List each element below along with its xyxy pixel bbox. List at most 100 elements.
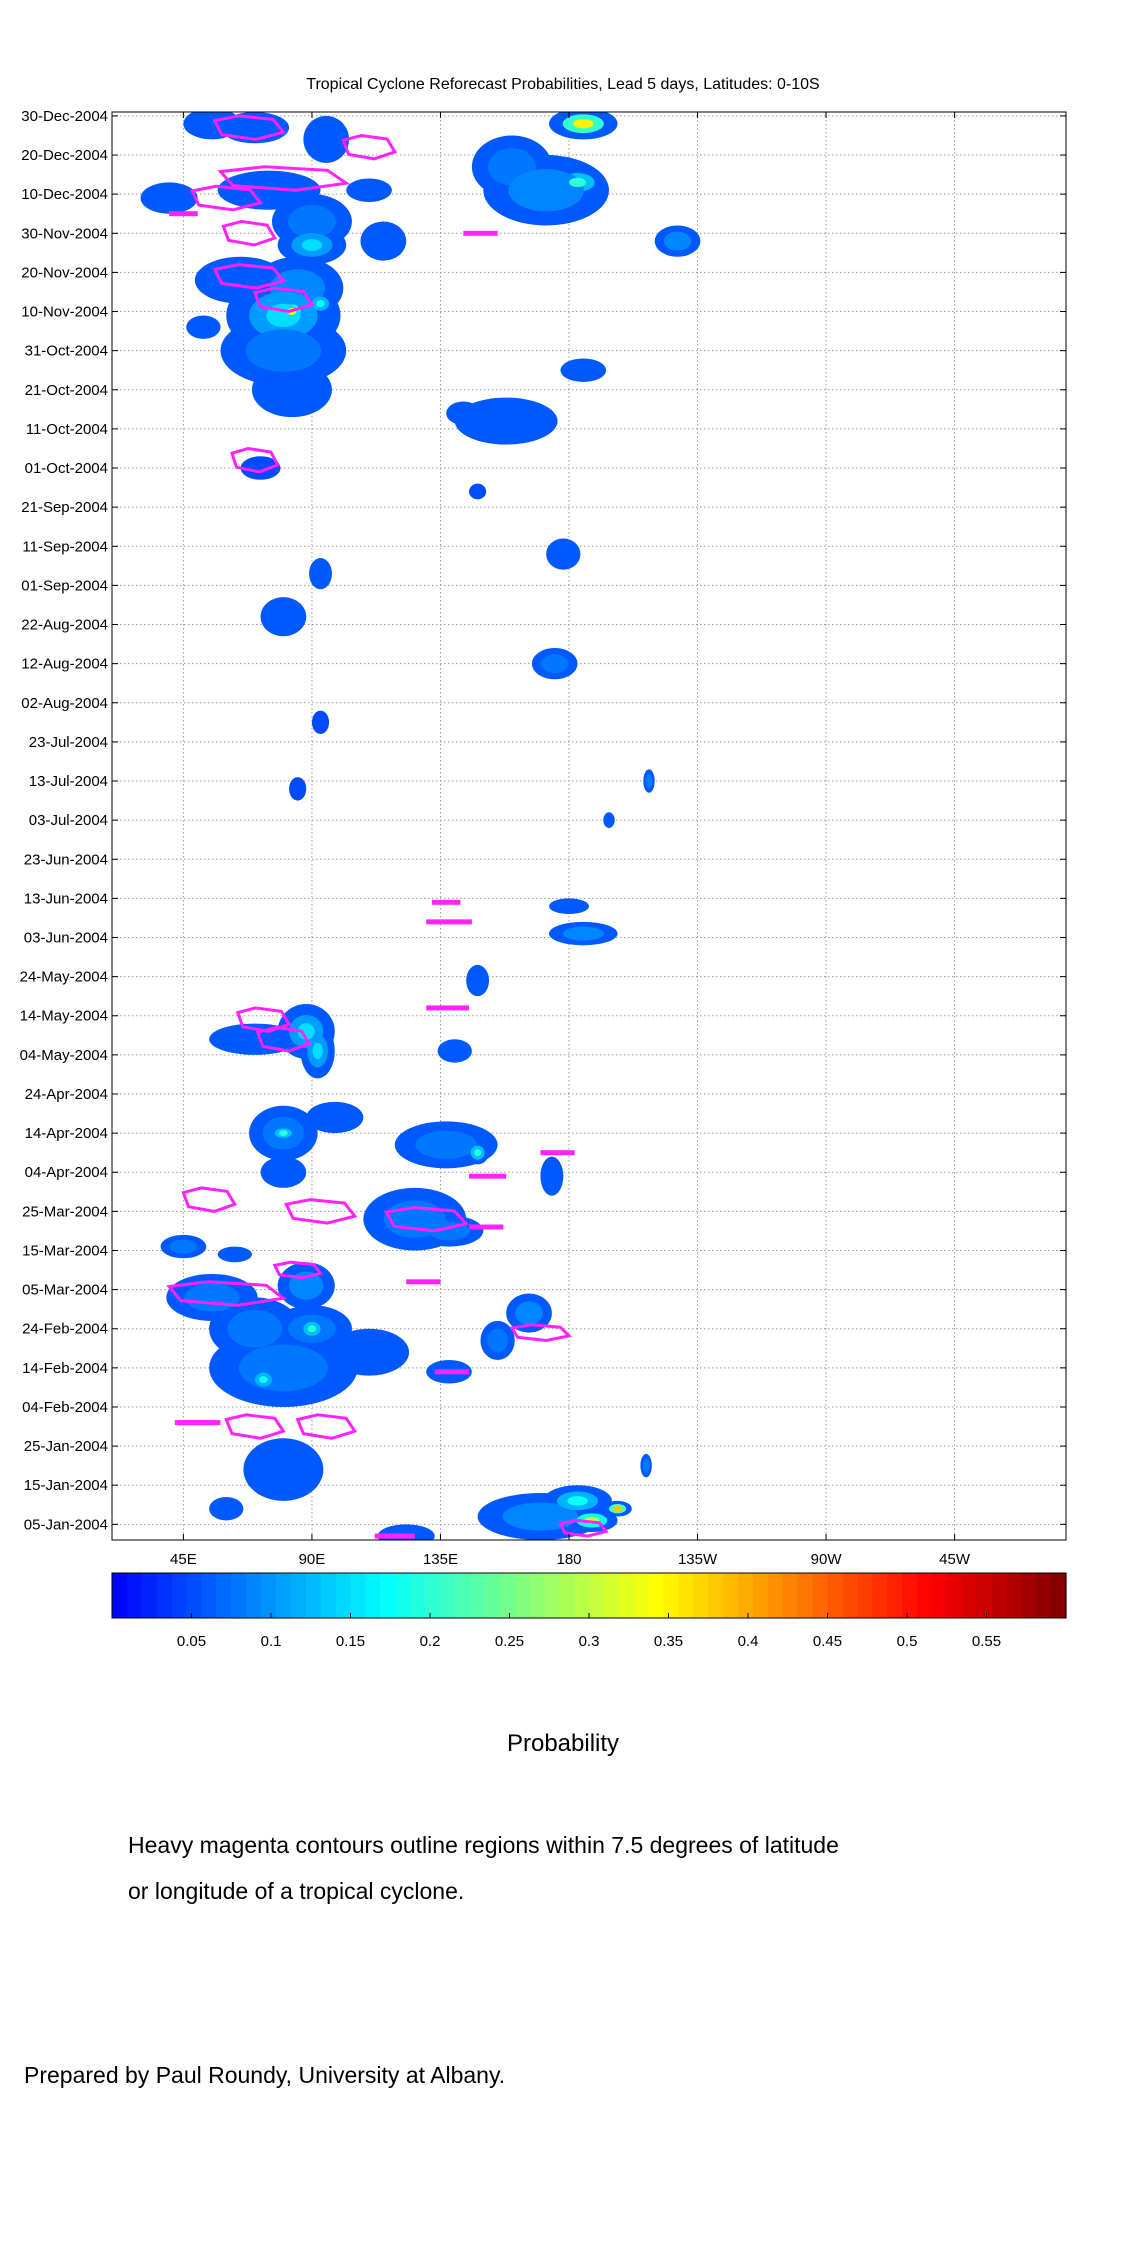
colorbar-swatch [842, 1573, 858, 1618]
probability-blob [279, 1130, 288, 1137]
probability-blob [243, 1438, 324, 1501]
colorbar-swatch [1036, 1573, 1052, 1618]
y-tick-label: 30-Dec-2004 [21, 108, 108, 125]
probability-blob [307, 1325, 317, 1333]
cyclone-contour-bar [469, 1224, 504, 1230]
y-tick-label: 21-Oct-2004 [25, 382, 108, 399]
cyclone-contours [166, 114, 609, 1539]
colorbar-swatch [529, 1573, 545, 1618]
y-tick-label: 04-Feb-2004 [22, 1399, 108, 1416]
colorbar-swatch [693, 1573, 709, 1618]
probability-blob [546, 538, 581, 570]
colorbar-swatch [872, 1573, 888, 1618]
colorbar-swatch [827, 1573, 844, 1618]
colorbar-label: Probability [506, 1730, 620, 1757]
cyclone-contour [166, 1280, 288, 1307]
probability-blob [306, 1101, 364, 1134]
colorbar-swatch [469, 1573, 486, 1618]
cyclone-contour [221, 219, 278, 247]
colorbar-swatch [812, 1573, 829, 1618]
colorbar-swatch [857, 1573, 873, 1618]
probability-blob [645, 773, 653, 789]
y-tick-label: 13-Jun-2004 [24, 890, 108, 907]
y-tick-label: 15-Mar-2004 [22, 1242, 108, 1259]
colorbar-tick-label: 0.1 [261, 1633, 282, 1650]
cyclone-contour-bar [434, 1369, 470, 1375]
y-tick-label: 23-Jun-2004 [24, 851, 108, 868]
chart-title: Tropical Cyclone Reforecast Probabilitie… [306, 76, 820, 93]
cyclone-contour [181, 1186, 238, 1213]
y-tick-label: 21-Sep-2004 [21, 499, 108, 516]
colorbar-swatch [261, 1573, 277, 1618]
x-tick-label: 135E [423, 1551, 458, 1568]
colorbar-swatch [574, 1573, 590, 1618]
cyclone-contour [383, 1205, 470, 1233]
probability-blob [415, 1130, 478, 1159]
colorbar-swatch [365, 1573, 381, 1618]
probability-blob [303, 115, 350, 163]
cyclone-contour-bar [374, 1533, 415, 1539]
probability-blob [209, 1496, 244, 1521]
y-tick-label: 23-Jul-2004 [29, 734, 108, 751]
cyclone-contour-bar [406, 1279, 441, 1285]
y-tick-label: 01-Sep-2004 [21, 577, 108, 594]
colorbar-swatch [931, 1573, 948, 1618]
probability-blob [186, 315, 221, 339]
plot-frame [111, 111, 1067, 1541]
colorbar-swatch [484, 1573, 501, 1618]
probability-blob [437, 1039, 472, 1063]
colorbar-swatch [589, 1573, 605, 1618]
probability-blob [312, 1042, 323, 1060]
colorbar-swatch [380, 1573, 396, 1618]
colorbar-tick-label: 0.15 [336, 1633, 365, 1650]
colorbar-swatch [126, 1573, 143, 1618]
colorbar-swatch [275, 1573, 292, 1618]
cyclone-contour-bar [431, 899, 461, 905]
colorbar-swatch [156, 1573, 173, 1618]
colorbar-swatch [201, 1573, 217, 1618]
y-tick-label: 04-May-2004 [20, 1047, 108, 1064]
probability-blob [603, 812, 615, 828]
colorbar-swatch [514, 1573, 530, 1618]
colorbar-swatch [395, 1573, 411, 1618]
probability-blob [260, 597, 307, 637]
colorbar-tick-label: 0.35 [654, 1633, 683, 1650]
probability-blob [245, 329, 322, 372]
y-tick-label: 24-Apr-2004 [25, 1086, 108, 1103]
colorbar-swatch [559, 1573, 575, 1618]
y-tick-label: 22-Aug-2004 [21, 617, 108, 634]
probability-blob [309, 558, 332, 590]
cyclone-contour [217, 165, 351, 192]
y-tick-label: 25-Jan-2004 [24, 1438, 108, 1455]
cyclone-contour [235, 1006, 292, 1033]
y-tick-label: 15-Jan-2004 [24, 1477, 108, 1494]
probability-blob [227, 1309, 283, 1348]
colorbar-swatch [1051, 1573, 1067, 1618]
colorbar-tick-label: 0.55 [972, 1633, 1001, 1650]
probability-blob [297, 1023, 315, 1040]
colorbar-swatch [991, 1573, 1007, 1618]
y-tick-label: 10-Dec-2004 [21, 186, 108, 203]
colorbar-swatch [916, 1573, 933, 1618]
cyclone-contour-bar [540, 1150, 575, 1156]
cyclone-contour [255, 1025, 312, 1053]
probability-blob [240, 456, 281, 480]
colorbar-tick-label: 0.3 [579, 1633, 600, 1650]
colorbar-swatch [350, 1573, 367, 1618]
y-tick-label: 31-Oct-2004 [25, 343, 108, 360]
colorbar-swatch [752, 1573, 769, 1618]
probability-blob [454, 397, 558, 445]
chart-canvas: 30-Dec-2004 20-Dec-2004 10-Dec-2004 30-Nov-… [20, 108, 1067, 1650]
probability-blob [487, 1328, 508, 1353]
colorbar-swatch [976, 1573, 993, 1618]
colorbar-swatch [902, 1573, 918, 1618]
x-axis: 45E 90E 135E 180 135W 90W 45W [170, 112, 971, 1568]
cyclone-contour [272, 1260, 324, 1280]
y-tick-label: 12-Aug-2004 [21, 656, 108, 673]
cyclone-contour [212, 114, 287, 141]
cyclone-contour-bar [426, 1005, 470, 1011]
colorbar-swatch [410, 1573, 426, 1618]
colorbar-swatch [141, 1573, 158, 1618]
cyclone-contour-bar [426, 919, 472, 925]
colorbar-swatch [499, 1573, 516, 1618]
